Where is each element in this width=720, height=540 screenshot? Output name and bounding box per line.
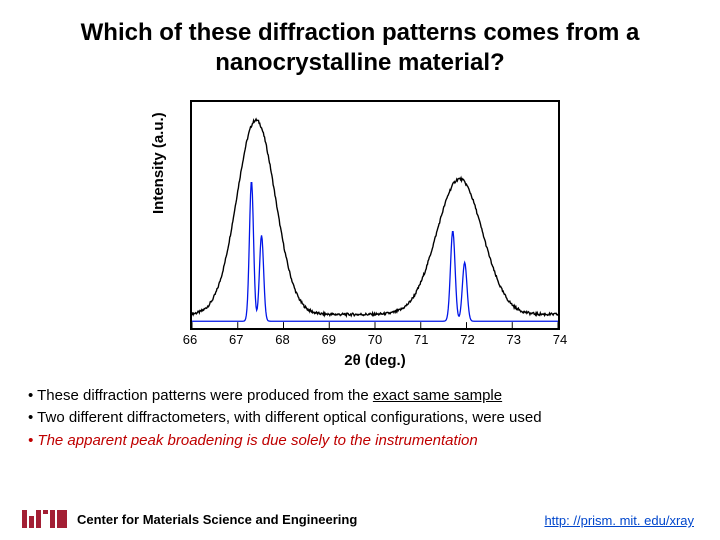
x-tick-label: 69	[322, 332, 336, 347]
footer-link[interactable]: http: //prism. mit. edu/xray	[544, 513, 694, 528]
series-sharp	[192, 183, 558, 322]
x-tick-label: 68	[275, 332, 289, 347]
underline-text: exact same sample	[373, 387, 502, 404]
x-tick-label: 72	[460, 332, 474, 347]
plot-frame	[190, 100, 560, 330]
bullet-item: • These diffraction patterns were produc…	[28, 386, 692, 406]
footer-center-text: Center for Materials Science and Enginee…	[77, 512, 357, 527]
x-tick-label: 74	[553, 332, 567, 347]
x-tick-label: 71	[414, 332, 428, 347]
x-tick-label: 70	[368, 332, 382, 347]
bullet-item: • The apparent peak broadening is due so…	[28, 431, 692, 451]
x-tick-label: 66	[183, 332, 197, 347]
y-axis-label: Intensity (a.u.)	[150, 112, 167, 214]
mit-logo	[22, 510, 67, 528]
series-broad	[192, 119, 558, 316]
diffraction-chart: Intensity (a.u.) 66 67 68 69 70 71 72 73 74 2θ (…	[140, 94, 580, 374]
x-tick-label: 73	[507, 332, 521, 347]
x-axis-label: 2θ (deg.)	[190, 352, 560, 369]
footer-left: Center for Materials Science and Enginee…	[22, 510, 357, 528]
x-tick-label: 67	[229, 332, 243, 347]
bullet-item: • Two different diffractometers, with di…	[28, 408, 692, 428]
x-axis-ticks: 666768697071727374	[190, 332, 560, 352]
page-title: Which of these diffraction patterns come…	[0, 0, 720, 86]
plot-svg	[192, 102, 558, 328]
bullet-list: • These diffraction patterns were produc…	[0, 378, 720, 451]
footer: Center for Materials Science and Enginee…	[0, 510, 720, 528]
